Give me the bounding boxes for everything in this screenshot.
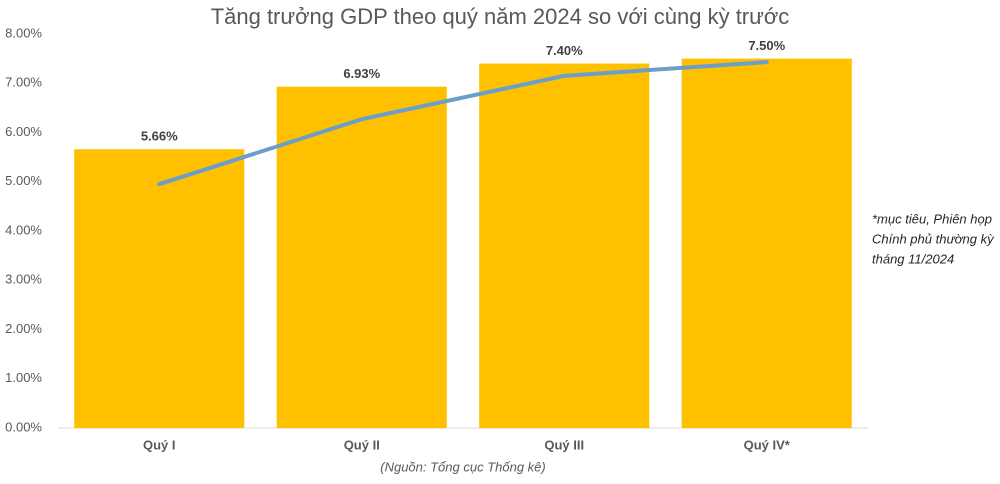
data-label: 7.40% xyxy=(546,43,583,58)
x-tick-label: Quý I xyxy=(143,437,176,452)
line xyxy=(157,60,769,187)
bar xyxy=(681,58,852,428)
x-tick-label: Quý II xyxy=(344,437,380,452)
y-tick-label: 5.00% xyxy=(5,173,42,188)
annotation: tháng 11/2024 xyxy=(872,251,954,266)
y-tick-label: 2.00% xyxy=(5,321,42,336)
y-tick-label: 6.00% xyxy=(5,124,42,139)
data-label: 6.93% xyxy=(343,66,380,81)
annotation: Chính phủ thường kỳ xyxy=(872,231,995,246)
data-label: 5.66% xyxy=(141,129,178,144)
annotation: *mục tiêu, Phiên họp xyxy=(872,211,992,226)
y-tick-label: 3.00% xyxy=(5,272,42,287)
source-note: (Nguồn: Tổng cục Thống kê) xyxy=(380,459,545,474)
y-tick-label: 4.00% xyxy=(5,222,42,237)
y-tick-label: 0.00% xyxy=(5,419,42,434)
y-tick-label: 8.00% xyxy=(5,25,42,40)
bar xyxy=(479,63,650,429)
y-tick-label: 1.00% xyxy=(5,370,42,385)
data-label: 7.50% xyxy=(748,38,785,53)
x-tick-label: Quý IV* xyxy=(744,437,791,452)
y-tick-label: 7.00% xyxy=(5,75,42,90)
chart-title: Tăng trưởng GDP theo quý năm 2024 so với… xyxy=(211,4,790,29)
x-tick-label: Quý III xyxy=(544,437,584,452)
bar xyxy=(74,149,245,428)
bar xyxy=(276,86,447,428)
